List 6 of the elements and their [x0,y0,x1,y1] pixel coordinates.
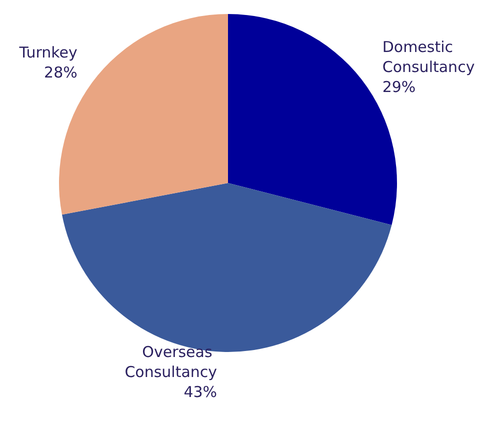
slice-label: Turnkey [18,44,78,62]
slice-label: Overseas Consultancy [124,342,218,381]
slice-label: Domestic Consultancy [382,38,475,76]
data-label: 28% [44,64,78,82]
data-label: 43% [184,382,218,401]
data-label: 29% [382,78,416,96]
